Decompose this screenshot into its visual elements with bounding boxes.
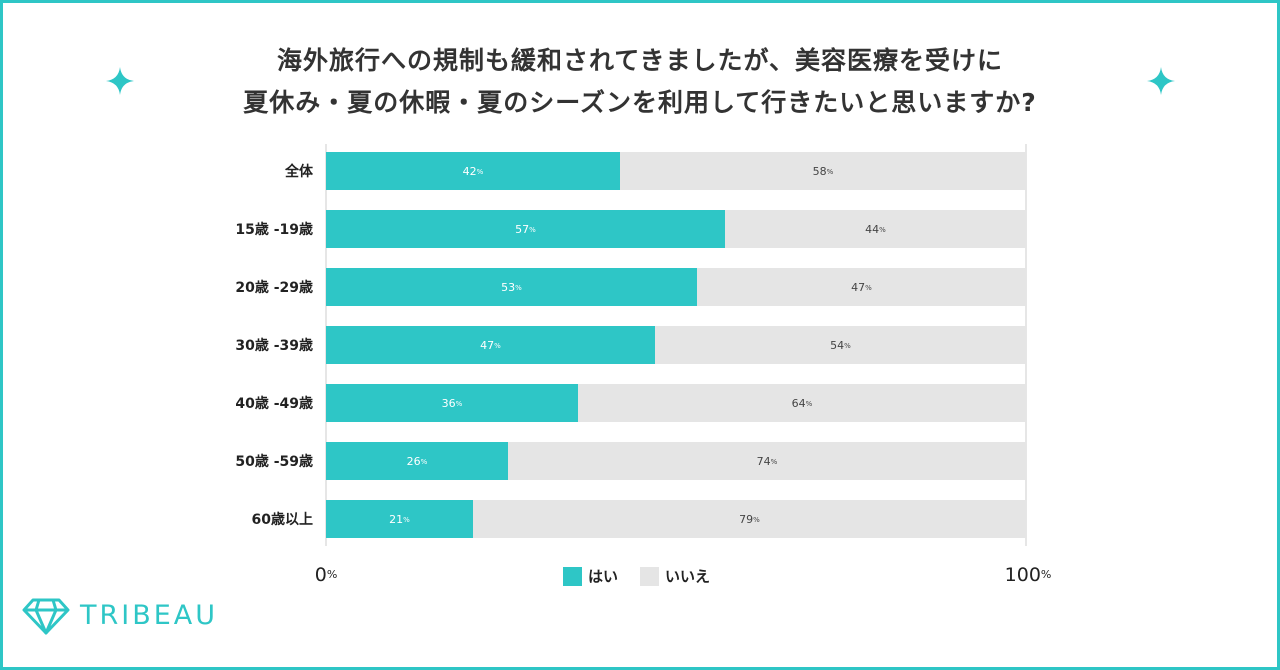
chart-title-line-2: 夏休み・夏の休暇・夏のシーズンを利用して行きたいと思いますか? [243,88,1037,117]
bar-no-label: 58% [813,165,834,178]
axis-min-label: 0% [315,564,338,586]
legend-swatch-yes [563,567,582,586]
bar-yes [326,268,697,306]
bar-yes-label: 53% [501,281,522,294]
bar-yes-label: 36% [442,397,463,410]
category-label: 15歳 -19歳 [235,221,313,238]
bar-no-label: 79% [739,513,760,526]
axis-max-label: 100% [1005,564,1052,586]
chart-title-line-1: 海外旅行への規制も緩和されてきましたが、美容医療を受けに [276,46,1003,75]
brand-name: TRIBEAU [80,600,219,631]
bar-yes-label: 26% [407,455,428,468]
bar-yes [326,384,578,422]
bar-yes [326,326,655,364]
bar-yes [326,210,725,248]
legend-swatch-no [640,567,659,586]
sparkle-icon [1147,67,1175,95]
category-label: 40歳 -49歳 [235,395,313,412]
bar-yes-label: 21% [389,513,410,526]
category-label: 20歳 -29歳 [235,279,313,296]
bar-yes [326,500,473,538]
bar-yes-label: 57% [515,223,536,236]
bar-yes-label: 42% [463,165,484,178]
bar-no-label: 74% [757,455,778,468]
bar-yes-label: 47% [480,339,501,352]
category-label: 全体 [284,163,314,180]
bar-no-label: 47% [851,281,872,294]
category-label: 30歳 -39歳 [235,337,313,354]
category-label: 60歳以上 [252,511,313,528]
bar-yes [326,152,620,190]
legend-label-yes: はい [588,568,618,586]
bar-yes [326,442,508,480]
brand-logo: TRIBEAU [22,596,262,636]
bar-no-label: 64% [792,397,813,410]
diamond-icon [22,598,70,635]
sparkle-icon [106,67,134,95]
category-label: 50歳 -59歳 [235,453,313,470]
legend-label-no: いいえ [665,568,710,586]
bar-no-label: 54% [830,339,851,352]
bar-no-label: 44% [865,223,886,236]
chart-title: 海外旅行への規制も緩和されてきましたが、美容医療を受けに 夏休み・夏の休暇・夏の… [140,40,1140,124]
